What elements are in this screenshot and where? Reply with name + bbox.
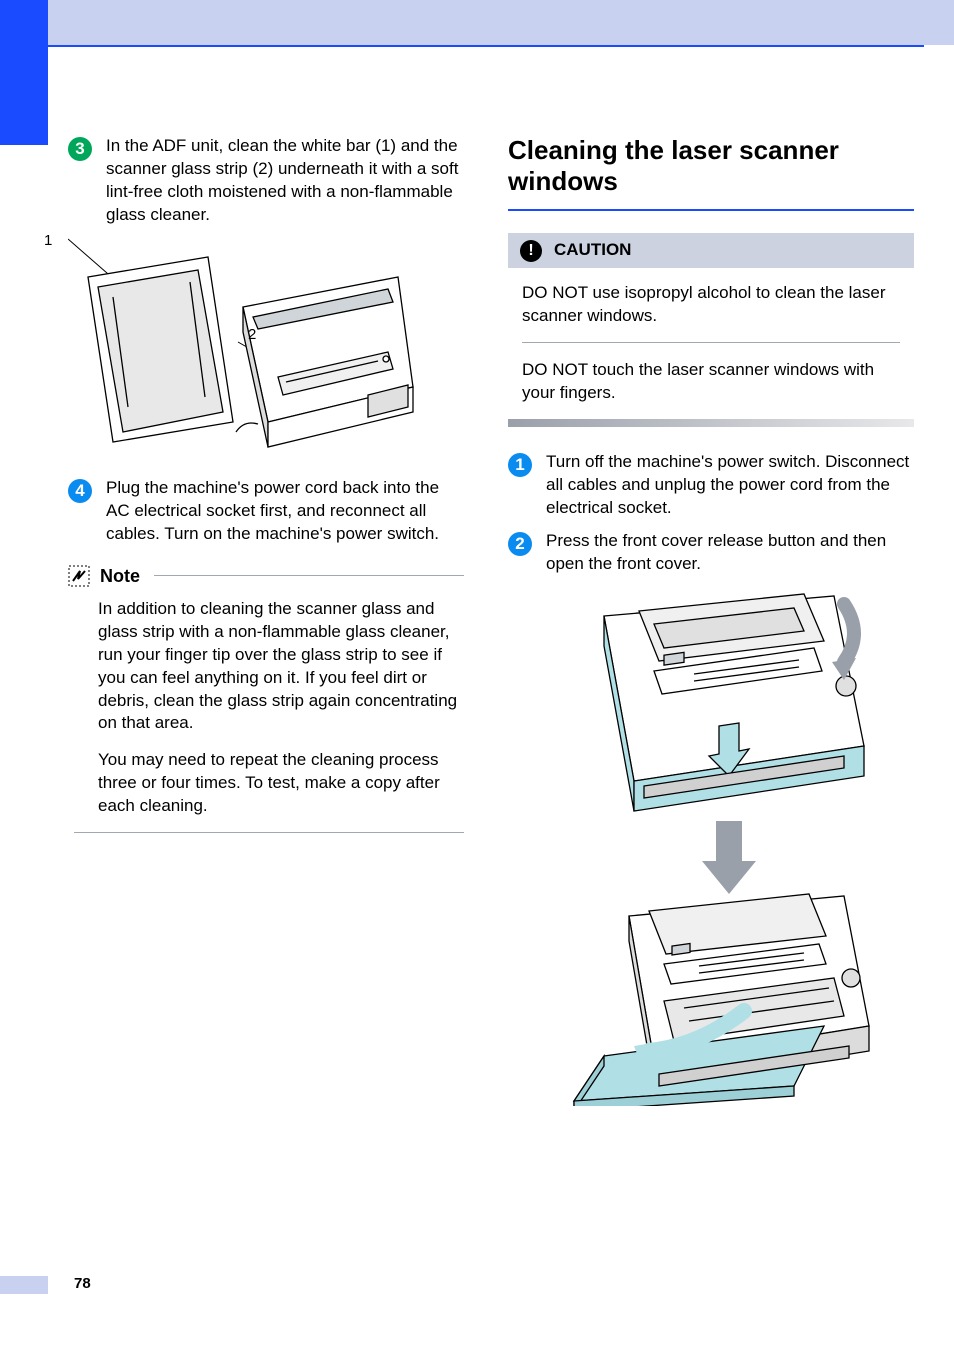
adf-scanner-diagram: 1 <box>68 237 464 459</box>
step-number-3: 3 <box>68 137 92 161</box>
caution-separator <box>522 342 900 343</box>
heading-underline <box>508 209 914 211</box>
left-column: 3 In the ADF unit, clean the white bar (… <box>68 135 464 1288</box>
top-band <box>48 0 954 45</box>
note-p1: In addition to cleaning the scanner glas… <box>98 598 464 736</box>
step-number-1: 1 <box>508 453 532 477</box>
caution-body-2: DO NOT touch the laser scanner windows w… <box>508 359 914 405</box>
top-accent-block <box>0 0 48 145</box>
step-1: 1 Turn off the machine's power switch. D… <box>508 451 914 520</box>
note-rule <box>154 575 464 576</box>
step-2-text: Press the front cover release button and… <box>546 530 914 576</box>
note-body: In addition to cleaning the scanner glas… <box>98 598 464 818</box>
note-end-rule <box>74 832 464 833</box>
step-1-text: Turn off the machine's power switch. Dis… <box>546 451 914 520</box>
step-4-text: Plug the machine's power cord back into … <box>106 477 464 546</box>
caution-body: DO NOT use isopropyl alcohol to clean th… <box>508 282 914 328</box>
step-number-4: 4 <box>68 479 92 503</box>
right-column: Cleaning the laser scanner windows ! CAU… <box>508 135 914 1288</box>
step-number-2: 2 <box>508 532 532 556</box>
note-p2: You may need to repeat the cleaning proc… <box>98 749 464 818</box>
section-heading: Cleaning the laser scanner windows <box>508 135 914 197</box>
caution-label: CAUTION <box>554 239 631 262</box>
step-3: 3 In the ADF unit, clean the white bar (… <box>68 135 464 227</box>
callout-2: 2 <box>248 325 256 345</box>
page-content: 3 In the ADF unit, clean the white bar (… <box>68 135 914 1288</box>
note-header: Note <box>68 564 464 588</box>
page-number-strip <box>0 1276 48 1294</box>
caution-bar: ! CAUTION <box>508 233 914 268</box>
note-icon <box>68 565 90 587</box>
callout-1: 1 <box>44 231 52 251</box>
page-number: 78 <box>74 1274 91 1294</box>
step-4: 4 Plug the machine's power cord back int… <box>68 477 464 546</box>
caution-icon: ! <box>520 240 542 262</box>
note-title: Note <box>100 564 140 588</box>
printer-open-cover-diagram <box>544 586 914 1113</box>
top-rule <box>48 45 924 47</box>
step-3-text: In the ADF unit, clean the white bar (1)… <box>106 135 464 227</box>
step-2: 2 Press the front cover release button a… <box>508 530 914 576</box>
caution-p2: DO NOT touch the laser scanner windows w… <box>522 359 900 405</box>
caution-fade-bar <box>508 419 914 427</box>
caution-p1: DO NOT use isopropyl alcohol to clean th… <box>522 282 900 328</box>
